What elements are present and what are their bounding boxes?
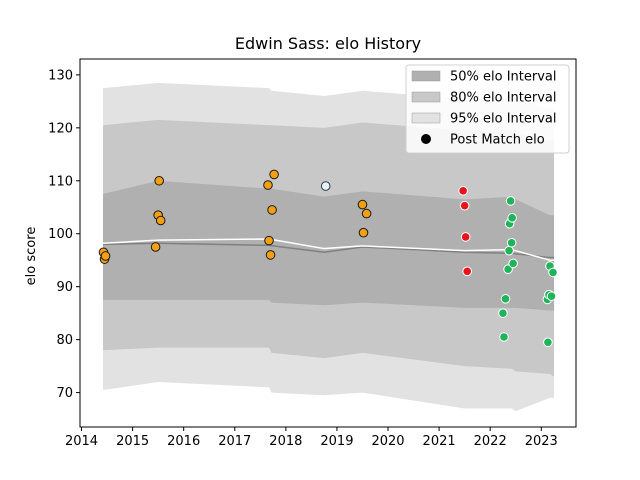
x-tick-label: 2019 [320, 434, 353, 449]
post-match-point [267, 205, 277, 215]
y-tick-label: 110 [48, 174, 73, 189]
post-match-point [361, 208, 372, 219]
post-match-point [548, 267, 558, 278]
post-match-point [500, 294, 511, 304]
y-tick-label: 130 [48, 68, 73, 83]
post-match-point [543, 337, 553, 348]
y-tick-label: 90 [56, 280, 73, 295]
x-tick-label: 2021 [423, 434, 456, 449]
legend-marker [421, 134, 431, 144]
legend-swatch [411, 70, 441, 82]
legend-swatch [411, 91, 441, 103]
mean-elo-line [102, 238, 555, 261]
post-match-point [357, 199, 368, 210]
post-match-point [459, 200, 470, 211]
post-match-point [499, 332, 509, 342]
y-tick-label: 70 [56, 386, 73, 401]
post-match-point [460, 232, 471, 242]
legend-label: 80% elo Interval [450, 91, 557, 106]
trend-lines [102, 238, 555, 261]
post-match-points [98, 169, 558, 348]
x-tick-label: 2020 [371, 434, 404, 449]
x-tick-label: 2018 [269, 434, 302, 449]
legend-swatch [411, 112, 441, 124]
post-match-point [507, 213, 517, 223]
post-match-point [462, 266, 473, 277]
legend-box [405, 64, 570, 154]
x-tick-label: 2014 [65, 434, 98, 449]
post-match-point [155, 215, 166, 226]
x-tick-label: 2022 [474, 434, 507, 449]
post-match-point [505, 196, 516, 206]
legend-label: 95% elo Interval [450, 112, 557, 127]
y-axis-label: elo score [24, 227, 39, 286]
legend: 50% elo Interval 80% elo Interval 95% elo … [405, 64, 570, 154]
post-match-point [269, 169, 279, 180]
x-tick-label: 2015 [116, 434, 149, 449]
y-tick-label: 80 [56, 333, 73, 348]
post-match-point [504, 245, 514, 256]
post-match-point [154, 175, 164, 186]
post-match-point [546, 291, 557, 302]
legend-label: 50% elo Interval [450, 70, 557, 85]
post-match-point [263, 180, 273, 190]
y-tick-label: 100 [48, 227, 73, 242]
x-tick-label: 2016 [167, 434, 200, 449]
x-tick-label: 2023 [525, 434, 558, 449]
post-match-point [100, 251, 111, 261]
plot-frame [79, 58, 577, 428]
band-50-elo-interval [102, 180, 555, 311]
chart-title: Edwin Sass: elo History [235, 34, 421, 53]
post-match-point [320, 181, 331, 191]
post-match-point [265, 250, 276, 260]
post-match-point [458, 186, 468, 196]
post-match-point [508, 258, 518, 269]
y-axis: 70 80 90 100 110 120 130 [48, 68, 80, 401]
x-tick-label: 2017 [218, 434, 251, 449]
post-match-point [264, 235, 274, 246]
legend-label: Post Match elo [450, 133, 545, 148]
post-match-point [150, 242, 161, 252]
post-match-point [358, 227, 369, 238]
x-axis: 2014 2015 2016 2017 2018 2019 2020 2021 2022 2023 [65, 427, 558, 449]
y-tick-label: 120 [48, 121, 73, 136]
post-match-point [506, 237, 517, 248]
post-match-point [498, 308, 508, 318]
